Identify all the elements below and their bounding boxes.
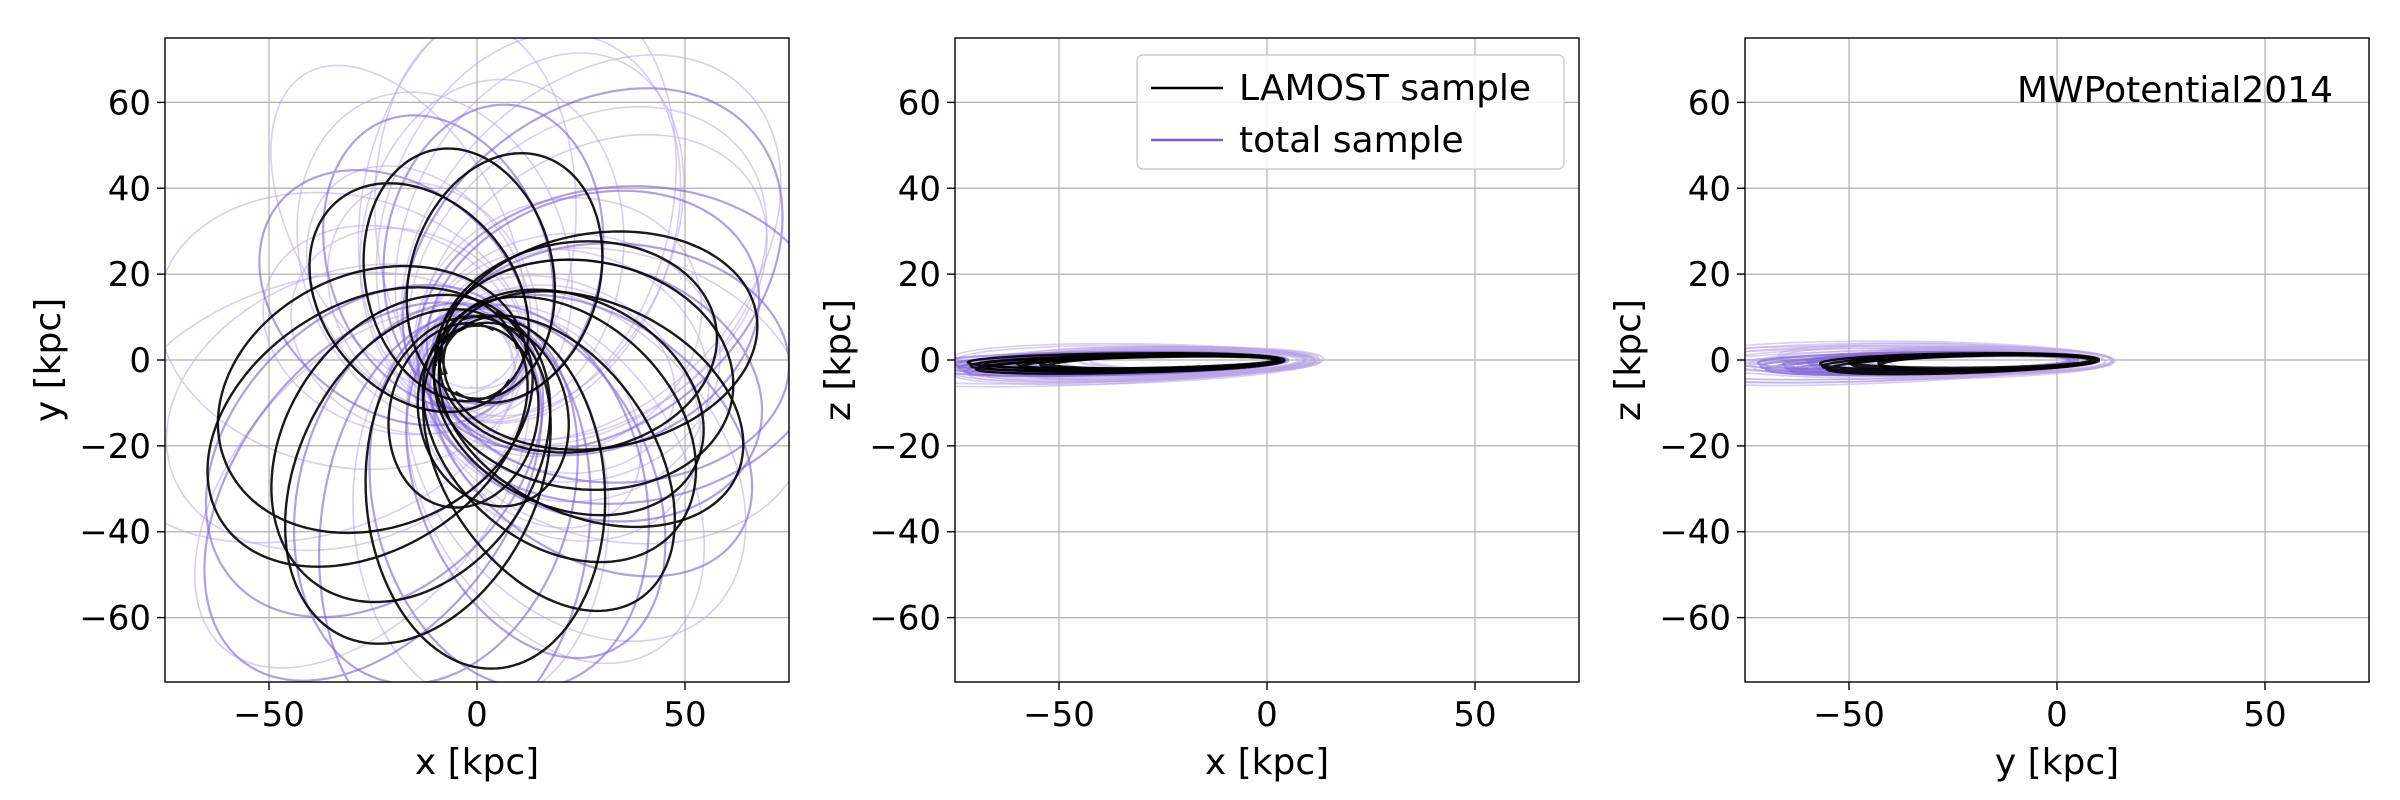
lamost-sample-orbit	[206, 286, 607, 670]
lamost-sample-orbit	[982, 354, 1277, 373]
orbit-layer	[1745, 340, 2116, 387]
x-tick-label: −50	[1813, 695, 1885, 735]
y-tick-label: −60	[869, 599, 941, 639]
total-sample-orbit	[258, 103, 605, 427]
y-tick-label: 40	[898, 169, 941, 209]
x-tick-label: −50	[1023, 695, 1095, 735]
orbit-layer	[165, 38, 789, 682]
potential-annotation: MWPotential2014	[2017, 70, 2333, 111]
legend-label-total: total sample	[1239, 120, 1464, 161]
total-sample-orbit-faint	[296, 78, 625, 426]
legend-box	[1136, 54, 1565, 170]
panel-3: −50 0 50 −60 −40 −20 0 20 40 60 y [kpc] z [kpc] MWPo…	[1608, 37, 2370, 783]
panel-1: −50 0 50 −60 −40 −20 0 20 40 60 x [kpc] y [kpc]	[28, 37, 790, 783]
x-tick-label: −50	[233, 695, 305, 735]
panel-2: −50 0 50 −60 −40 −20 0 20 40 60 x [kpc] z [kpc] LAMO…	[818, 37, 1580, 783]
y-tick-label: 60	[108, 83, 151, 123]
total-sample-orbit	[204, 283, 650, 682]
y-tick-label: −60	[79, 599, 151, 639]
lamost-sample-orbit	[1877, 352, 2101, 373]
total-sample-orbit-faint	[1074, 346, 1321, 374]
y-tick-label: 0	[1709, 341, 1731, 381]
y-tick-label: −60	[1659, 599, 1731, 639]
lamost-sample-orbit	[216, 264, 552, 604]
legend: LAMOST sample total sample	[1136, 54, 1565, 170]
total-sample-orbit-faint	[1010, 347, 1320, 382]
x-axis-label: x [kpc]	[1205, 742, 1329, 783]
y-tick-label: 40	[1688, 169, 1731, 209]
y-tick-label: 40	[108, 169, 151, 209]
y-tick-label: −40	[869, 513, 941, 553]
y-tick-label: 60	[1688, 83, 1731, 123]
lamost-sample-orbit	[1818, 352, 2097, 376]
x-tick-label: 0	[2046, 695, 2068, 735]
total-sample-orbit	[1756, 351, 2076, 377]
lamost-sample-orbit	[422, 230, 759, 613]
y-tick-label: 0	[129, 341, 151, 381]
x-axis-label: x [kpc]	[415, 742, 539, 783]
total-sample-orbit	[1781, 353, 2072, 376]
y-axis-label: y [kpc]	[28, 298, 69, 422]
x-tick-label: 0	[1256, 695, 1278, 735]
y-tick-label: −40	[79, 513, 151, 553]
total-sample-orbit-faint	[1846, 345, 2116, 376]
x-tick-label: 0	[466, 695, 488, 735]
x-tick-label: 50	[1453, 695, 1496, 735]
y-tick-label: 20	[898, 255, 941, 295]
y-axis-label: z [kpc]	[818, 299, 859, 421]
lamost-sample-orbit	[387, 321, 571, 509]
total-sample-orbit-faint	[394, 52, 768, 441]
orbit-layer	[955, 342, 1325, 388]
legend-label-lamost: LAMOST sample	[1239, 68, 1531, 109]
y-tick-label: 0	[919, 341, 941, 381]
x-axis-label: y [kpc]	[1995, 742, 2119, 783]
total-sample-orbit-faint	[1745, 340, 2113, 380]
y-tick-label: 20	[1688, 255, 1731, 295]
y-tick-label: 60	[898, 83, 941, 123]
y-tick-label: −40	[1659, 513, 1731, 553]
y-tick-label: −20	[79, 427, 151, 467]
y-tick-label: −20	[869, 427, 941, 467]
y-tick-label: 20	[108, 255, 151, 295]
x-tick-label: 50	[2243, 695, 2286, 735]
y-tick-label: −20	[1659, 427, 1731, 467]
x-tick-label: 50	[663, 695, 706, 735]
y-axis-label: z [kpc]	[1608, 299, 1649, 421]
lamost-sample-orbit	[308, 147, 604, 414]
total-sample-orbit-faint	[965, 349, 1305, 383]
